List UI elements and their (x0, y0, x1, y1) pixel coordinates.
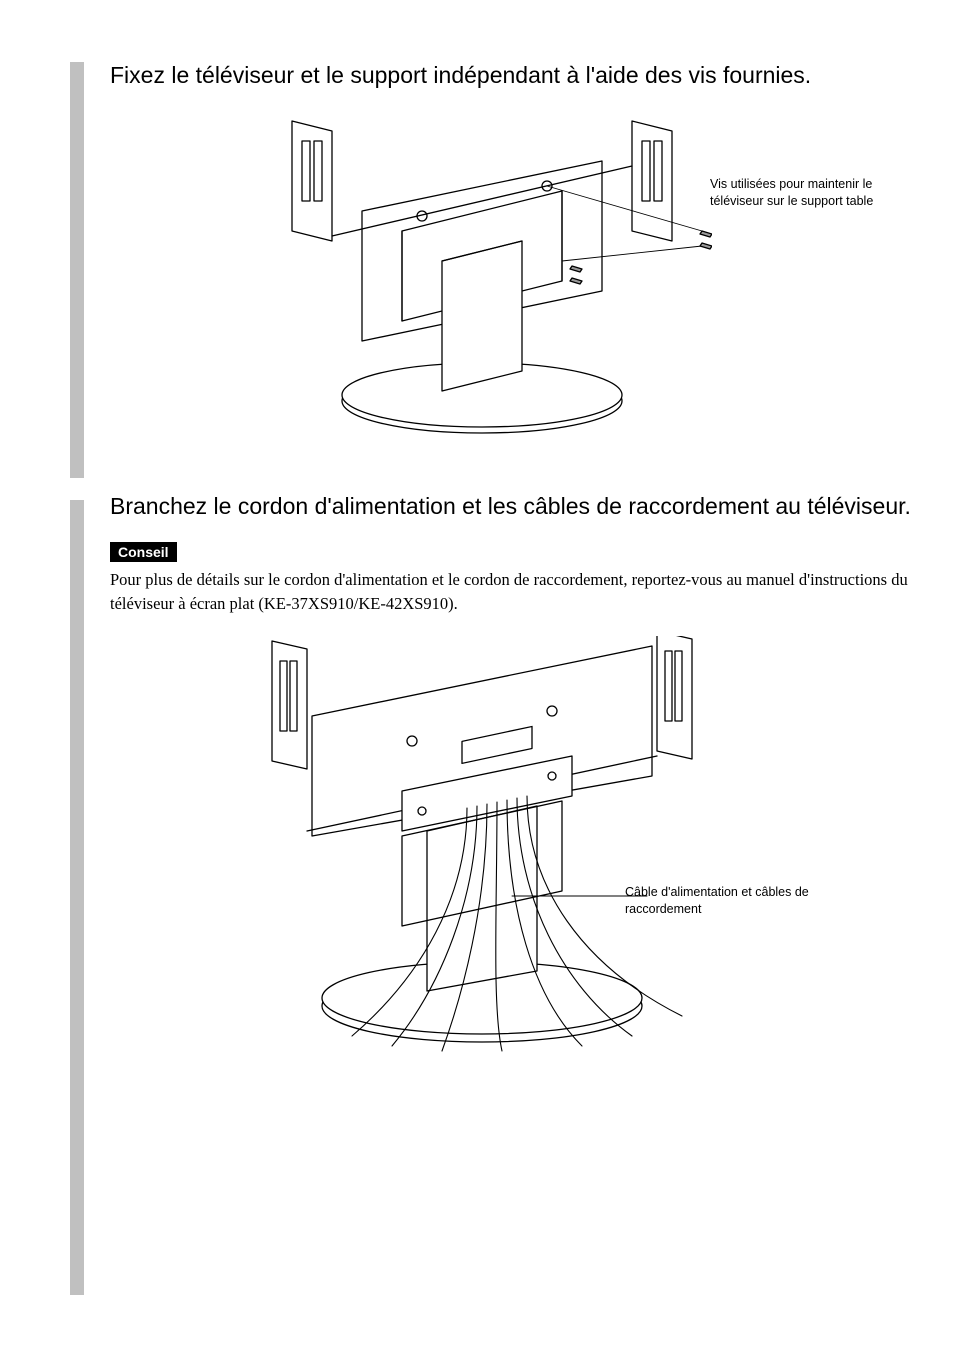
tip-body: Pour plus de détails sur le cordon d'ali… (110, 568, 914, 616)
figure2-callout: Câble d'alimentation et câbles de raccor… (625, 884, 845, 918)
figure-2: Câble d'alimentation et câbles de raccor… (70, 636, 914, 1076)
tv-stand-cables-diagram (252, 636, 732, 1066)
tv-stand-screws-diagram (272, 111, 712, 441)
section1-heading: Fixez le téléviseur et le support indépe… (70, 60, 914, 91)
page: Fixez le téléviseur et le support indépe… (0, 0, 954, 1351)
section2-heading: Branchez le cordon d'alimentation et les… (70, 491, 914, 522)
tip-box: Conseil Pour plus de détails sur le cord… (70, 542, 914, 616)
tip-label: Conseil (110, 542, 177, 562)
figure-1: Vis utilisées pour maintenir le télévise… (70, 111, 914, 451)
figure1-callout: Vis utilisées pour maintenir le télévise… (710, 176, 914, 210)
